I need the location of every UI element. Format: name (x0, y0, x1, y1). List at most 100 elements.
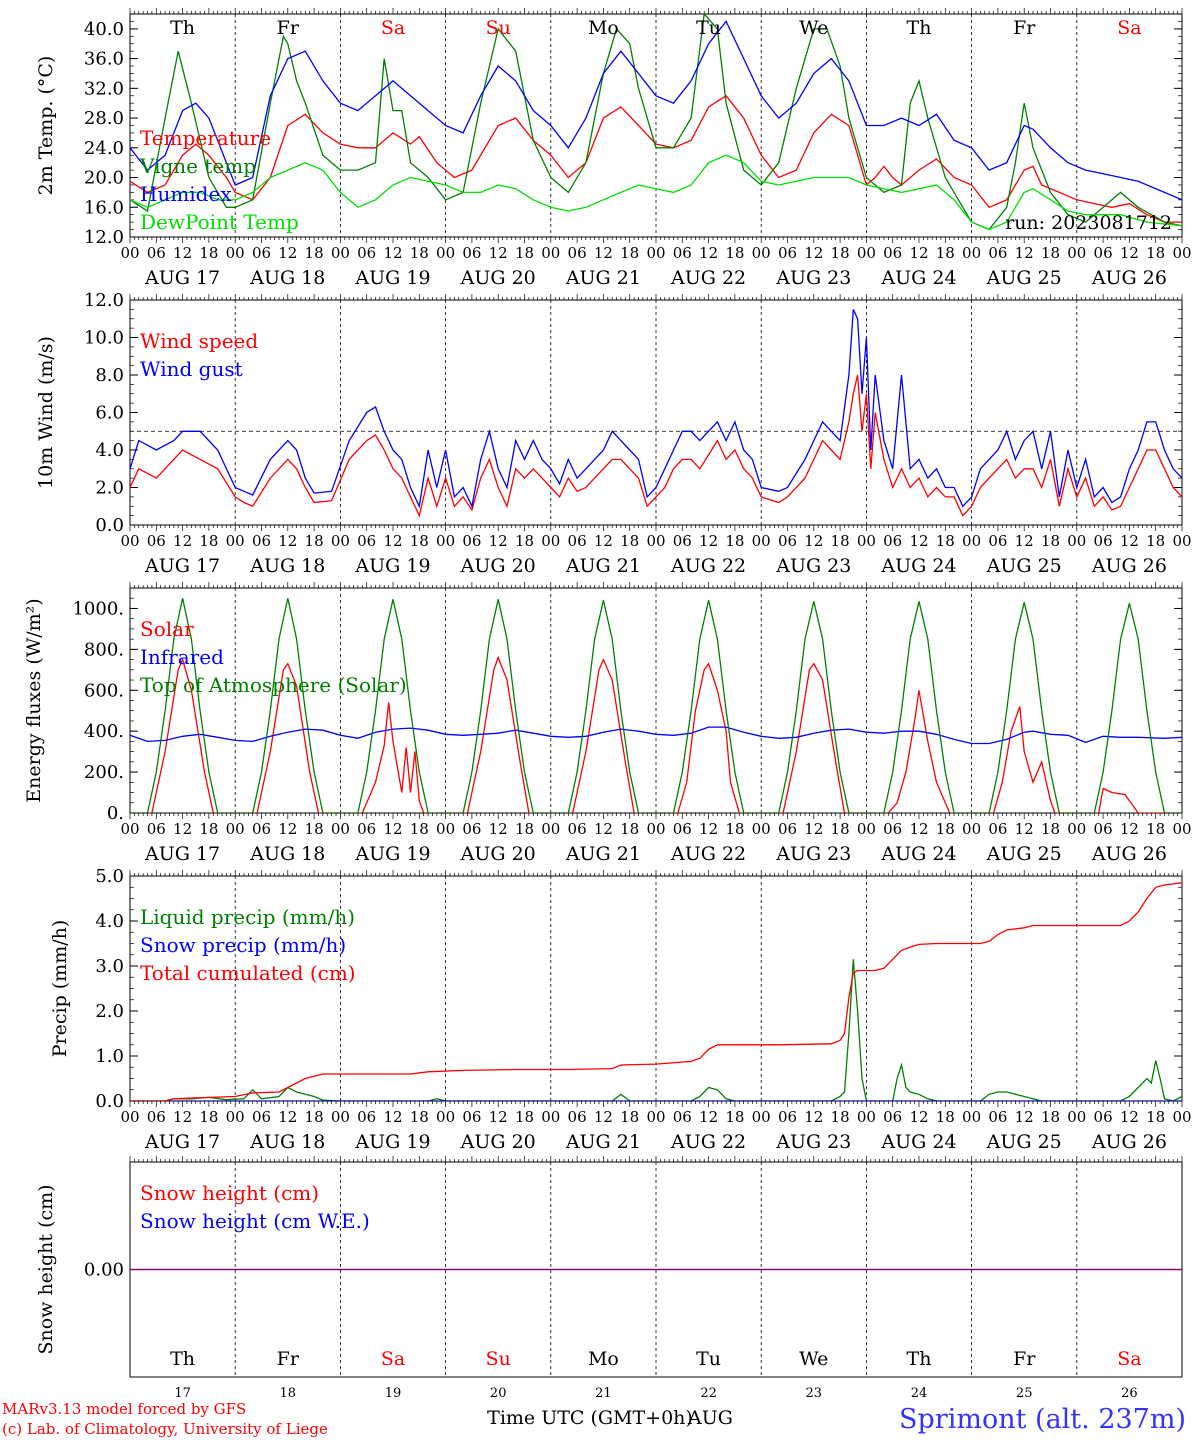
hour-tick-label: 06 (462, 244, 481, 262)
hour-tick-label: 18 (725, 532, 744, 550)
hour-tick-label: 00 (857, 244, 876, 262)
date-label: AUG 26 (1091, 843, 1167, 865)
hour-tick-label: 00 (120, 820, 139, 838)
y-axis-label: 2m Temp. (°C) (35, 56, 57, 196)
legend-entry: Humidex (140, 182, 232, 206)
x-axis-title: Time UTC (GMT+0h) (487, 1407, 693, 1429)
hour-tick-label: 06 (883, 820, 902, 838)
hour-tick-label: 18 (831, 1108, 850, 1126)
date-label: AUG 26 (1091, 555, 1167, 577)
hour-tick-label: 06 (778, 820, 797, 838)
hour-tick-label: 12 (1120, 1108, 1139, 1126)
legend-entry: Total cumulated (cm) (140, 961, 356, 985)
y-tick-label: 0.00 (84, 1260, 124, 1281)
series-line-solar (130, 655, 1182, 813)
date-label: AUG 22 (670, 555, 746, 577)
date-label: AUG 22 (670, 1131, 746, 1153)
day-name: Th (170, 1348, 195, 1370)
hour-tick-label: 06 (988, 1108, 1007, 1126)
date-label: AUG 23 (775, 555, 851, 577)
hour-tick-label: 06 (357, 820, 376, 838)
series-line-top-of-atmosphere-solar- (130, 598, 1182, 813)
legend-entry: Top of Atmosphere (Solar) (140, 673, 407, 697)
copyright-note: (c) Lab. of Climatology, University of L… (2, 1420, 328, 1438)
hour-tick-label: 18 (199, 244, 218, 262)
date-label: AUG 19 (354, 555, 430, 577)
hour-tick-label: 12 (383, 244, 402, 262)
hour-tick-label: 06 (568, 1108, 587, 1126)
day-number: 25 (1016, 1386, 1033, 1401)
series-line-wind-gust (130, 309, 1182, 509)
hour-tick-label: 12 (173, 244, 192, 262)
hour-tick-label: 12 (278, 532, 297, 550)
legend-entry: Temperature (140, 126, 271, 150)
hour-tick-label: 06 (778, 1108, 797, 1126)
day-number: 18 (280, 1386, 297, 1401)
hour-tick-label: 18 (199, 532, 218, 550)
date-label: AUG 17 (144, 1131, 220, 1153)
hour-tick-label: 00 (1067, 1108, 1086, 1126)
hour-tick-label: 18 (725, 820, 744, 838)
station-label: Sprimont (alt. 237m) (899, 1404, 1186, 1435)
date-label: AUG 24 (880, 843, 956, 865)
hour-tick-label: 18 (1041, 820, 1060, 838)
date-label: AUG 19 (354, 1131, 430, 1153)
panel-temperature: 12.0 16.0 20.0 24.0 28.0 32.0 36.0 40.0 2m Temp.… (35, 8, 1192, 289)
hour-tick-label: 00 (331, 820, 350, 838)
date-label: AUG 23 (775, 267, 851, 289)
hour-tick-label: 12 (278, 1108, 297, 1126)
hour-tick-label: 12 (909, 820, 928, 838)
legend-entry: DewPoint Temp (140, 210, 299, 234)
hour-tick-label: 00 (436, 820, 455, 838)
hour-tick-label: 06 (778, 532, 797, 550)
date-label: AUG 20 (460, 267, 536, 289)
hour-tick-label: 00 (857, 532, 876, 550)
hour-tick-label: 18 (305, 244, 324, 262)
day-name: Mo (588, 17, 619, 39)
hour-tick-label: 06 (357, 244, 376, 262)
date-label: AUG 26 (1091, 267, 1167, 289)
y-tick-label: 40.0 (84, 19, 124, 40)
hour-tick-label: 00 (436, 244, 455, 262)
hour-tick-label: 06 (883, 1108, 902, 1126)
hour-tick-label: 12 (909, 244, 928, 262)
hour-tick-label: 00 (226, 820, 245, 838)
date-label: AUG 19 (354, 843, 430, 865)
hour-tick-label: 12 (383, 820, 402, 838)
day-number: 24 (911, 1386, 928, 1401)
hour-tick-label: 12 (1120, 532, 1139, 550)
hour-tick-label: 06 (988, 820, 1007, 838)
hour-tick-label: 12 (1015, 1108, 1034, 1126)
hour-tick-label: 00 (752, 1108, 771, 1126)
hour-tick-label: 00 (120, 532, 139, 550)
day-number: 20 (490, 1386, 507, 1401)
hour-tick-label: 06 (252, 820, 271, 838)
hour-tick-label: 06 (988, 532, 1007, 550)
hour-tick-label: 12 (1120, 244, 1139, 262)
hour-tick-label: 00 (752, 532, 771, 550)
y-tick-label: 800. (84, 639, 124, 660)
hour-tick-label: 12 (699, 1108, 718, 1126)
legend-entry: Solar (140, 617, 194, 641)
y-tick-label: 8.0 (95, 365, 124, 386)
date-label: AUG 17 (144, 555, 220, 577)
hour-tick-label: 06 (883, 244, 902, 262)
series-line-wind-speed (130, 374, 1182, 518)
hour-tick-label: 00 (541, 244, 560, 262)
hour-tick-label: 12 (173, 532, 192, 550)
hour-tick-label: 06 (147, 244, 166, 262)
legend-entry: Snow precip (mm/h) (140, 933, 346, 957)
hour-tick-label: 12 (383, 1108, 402, 1126)
date-label: AUG 24 (880, 1131, 956, 1153)
hour-tick-label: 12 (594, 820, 613, 838)
date-label: AUG 26 (1091, 1131, 1167, 1153)
hour-tick-label: 12 (594, 532, 613, 550)
day-name: Th (907, 17, 932, 39)
y-tick-label: 10.0 (84, 328, 124, 349)
hour-tick-label: 18 (725, 1108, 744, 1126)
hour-tick-label: 00 (646, 244, 665, 262)
hour-tick-label: 12 (594, 1108, 613, 1126)
y-tick-label: 1.0 (95, 1046, 124, 1067)
hour-tick-label: 00 (1067, 820, 1086, 838)
